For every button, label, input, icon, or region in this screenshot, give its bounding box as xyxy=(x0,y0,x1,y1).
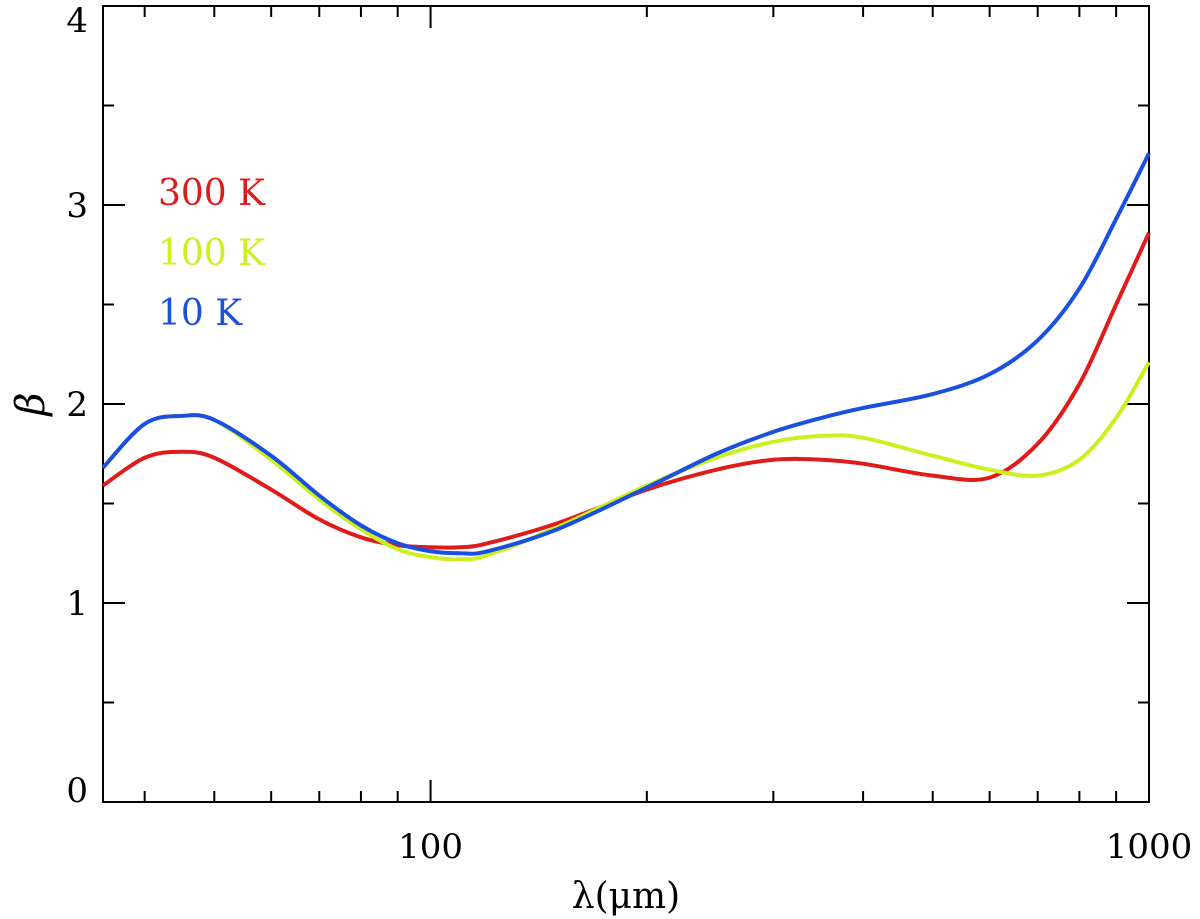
y-tick-label: 4 xyxy=(66,1,88,41)
y-tick-label: 1 xyxy=(66,584,88,624)
series-line-100-k xyxy=(101,361,1151,562)
ticks xyxy=(103,5,1150,803)
x-tick-label: 1000 xyxy=(1106,827,1193,867)
legend-entry: 100 K xyxy=(158,233,266,274)
series-line-300-k xyxy=(101,232,1151,550)
series-line-10-k xyxy=(101,152,1151,556)
series-group xyxy=(101,152,1151,562)
x-tick-label: 100 xyxy=(398,827,463,867)
y-tick-label: 0 xyxy=(66,771,88,811)
y-tick-label: 2 xyxy=(66,385,88,425)
plot-frame xyxy=(102,5,1150,803)
legend: 300 K 100 K 10 K xyxy=(158,173,266,334)
tick-labels: 100 1000 0 1 2 3 4 xyxy=(66,1,1192,867)
legend-entry: 10 K xyxy=(158,293,243,334)
y-axis-label: β xyxy=(8,392,54,417)
legend-entry: 300 K xyxy=(158,173,266,214)
x-axis-label: λ(μm) xyxy=(572,876,680,917)
y-tick-label: 3 xyxy=(66,186,88,226)
